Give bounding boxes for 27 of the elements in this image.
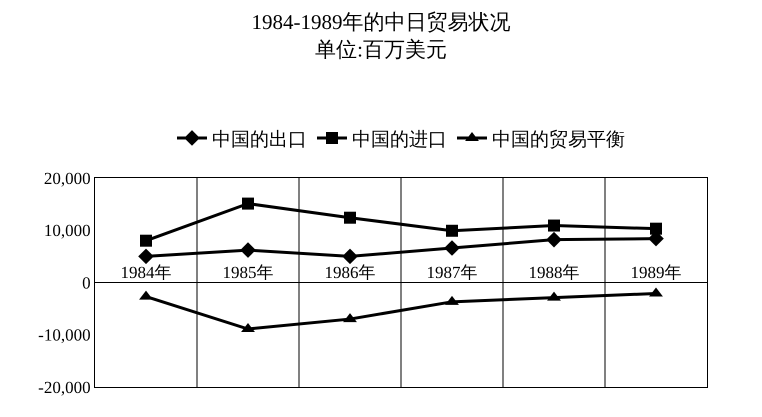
x-tick-label: 1989年 [630, 263, 682, 282]
legend-label: 中国的出口 [212, 129, 307, 150]
y-tick-label: 0 [82, 273, 91, 292]
point [342, 248, 358, 264]
point [240, 242, 256, 258]
point [650, 222, 662, 235]
point [444, 240, 460, 256]
point [548, 220, 560, 232]
chart-title: 1984-1989年的中日贸易状况 [252, 10, 510, 34]
x-tick-label: 1985年 [222, 263, 274, 282]
legend-label: 中国的贸易平衡 [492, 129, 625, 150]
point [242, 198, 254, 210]
y-tick-label: 10,000 [44, 221, 91, 240]
chart-subtitle: 单位:百万美元 [315, 37, 447, 62]
point [546, 232, 562, 248]
point [344, 212, 356, 224]
x-tick-label: 1988年 [528, 263, 580, 282]
y-tick-label: -10,000 [38, 326, 91, 345]
y-tick-label: -20,000 [38, 378, 91, 397]
legend-label: 中国的进口 [352, 129, 447, 150]
point [138, 248, 154, 264]
x-tick-label: 1986年 [324, 263, 376, 282]
x-tick-label: 1987年 [426, 263, 478, 282]
point [446, 224, 458, 237]
x-tick-label: 1984年 [120, 263, 172, 282]
point [140, 234, 152, 247]
y-tick-label: 20,000 [44, 168, 91, 188]
